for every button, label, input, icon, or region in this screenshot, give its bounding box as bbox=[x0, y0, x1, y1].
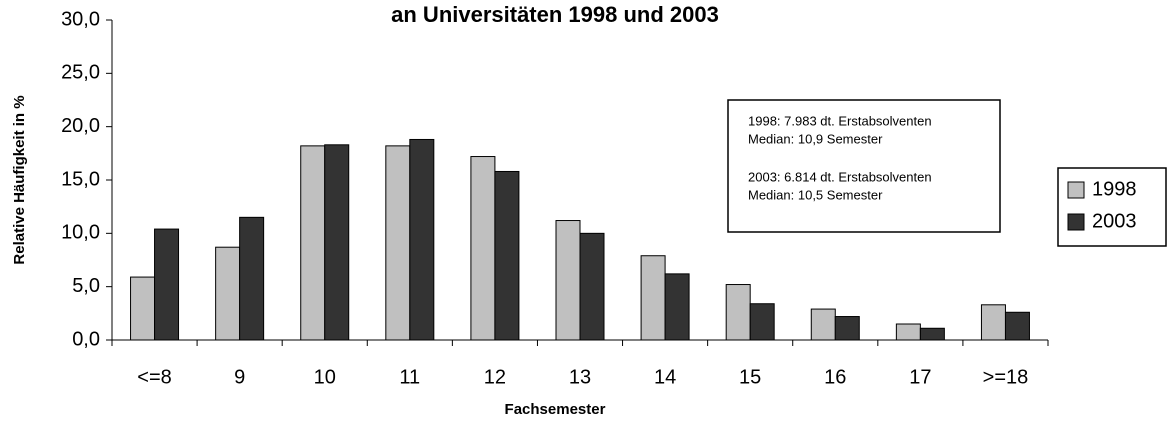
bar bbox=[810, 308, 836, 341]
bar bbox=[834, 316, 860, 341]
bar bbox=[300, 145, 326, 341]
bar bbox=[555, 220, 581, 341]
bar bbox=[215, 246, 241, 341]
legend-swatch bbox=[1067, 213, 1085, 231]
legend-label: 1998 bbox=[1092, 178, 1137, 200]
y-tick-label: 25,0 bbox=[61, 62, 100, 84]
x-tick-label: 11 bbox=[399, 366, 420, 388]
y-tick-label: 10,0 bbox=[61, 222, 100, 244]
y-tick-label: 5,0 bbox=[72, 275, 100, 297]
bar bbox=[895, 323, 921, 341]
x-axis-label: Fachsemester bbox=[505, 401, 606, 418]
legend-swatch bbox=[1067, 181, 1085, 199]
bar bbox=[725, 284, 751, 341]
legend-label: 2003 bbox=[1092, 210, 1137, 232]
bar bbox=[130, 276, 156, 341]
x-tick-label: 9 bbox=[234, 366, 245, 388]
x-tick-label: 15 bbox=[739, 366, 761, 388]
bar bbox=[919, 327, 945, 341]
y-tick-label: 20,0 bbox=[61, 115, 100, 137]
y-tick-label: 0,0 bbox=[72, 328, 100, 350]
bar bbox=[324, 144, 350, 341]
x-tick-label: 13 bbox=[569, 366, 591, 388]
x-tick-label: 14 bbox=[654, 366, 676, 388]
bar bbox=[239, 216, 265, 341]
annotation-text: 1998: 7.983 dt. Erstabsolventen bbox=[748, 113, 932, 128]
bar bbox=[385, 145, 411, 341]
bar bbox=[494, 170, 520, 341]
annotation-box bbox=[727, 99, 1001, 233]
x-tick-label: <=8 bbox=[137, 366, 171, 388]
bar bbox=[470, 156, 496, 341]
y-tick-label: 30,0 bbox=[61, 8, 100, 30]
x-tick-label: 10 bbox=[314, 366, 336, 388]
y-axis-label: Relative Häufigkeit in % bbox=[11, 95, 28, 264]
annotation-text: 2003: 6.814 dt. Erstabsolventen bbox=[748, 169, 932, 184]
bar bbox=[640, 255, 666, 341]
annotation-text: Median: 10,5 Semester bbox=[748, 187, 883, 202]
bar bbox=[980, 304, 1006, 341]
x-tick-label: 17 bbox=[909, 366, 931, 388]
x-tick-label: >=18 bbox=[983, 366, 1029, 388]
annotation-text: Median: 10,9 Semester bbox=[748, 131, 883, 146]
bar bbox=[664, 273, 690, 341]
y-tick-label: 15,0 bbox=[61, 168, 100, 190]
bar bbox=[1004, 311, 1030, 341]
bar bbox=[409, 138, 435, 341]
bar bbox=[154, 228, 180, 341]
bar bbox=[749, 303, 775, 341]
x-tick-label: 16 bbox=[824, 366, 846, 388]
chart-title: an Universitäten 1998 und 2003 bbox=[391, 2, 719, 27]
bar bbox=[579, 232, 605, 341]
legend-box bbox=[1057, 167, 1167, 247]
x-tick-label: 12 bbox=[484, 366, 506, 388]
